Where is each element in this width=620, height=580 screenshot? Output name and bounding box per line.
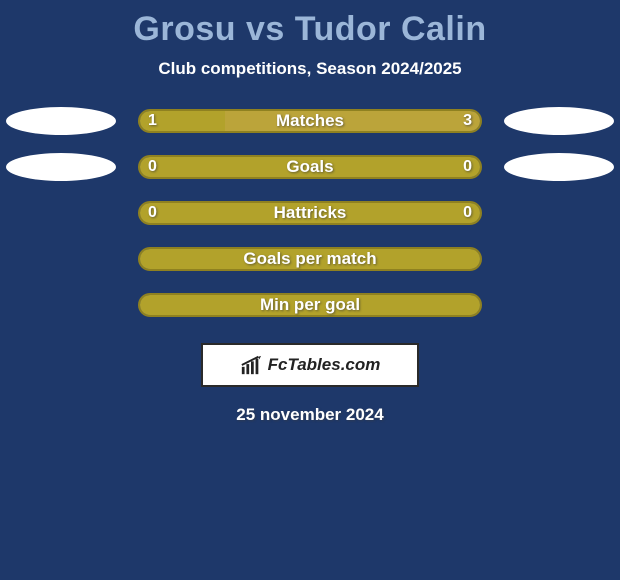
stat-bar-track [138,155,482,179]
stat-row: Min per goal [0,291,620,337]
page-title: Grosu vs Tudor Calin [0,0,620,49]
stat-bar-fill [140,295,480,315]
stat-row: Goals per match [0,245,620,291]
player-oval-right [504,107,614,135]
stat-row: Goals00 [0,153,620,199]
chart-growth-icon [240,354,262,376]
stat-bar-track [138,247,482,271]
watermark-text: FcTables.com [268,355,381,375]
stat-bar-fill-right [225,111,480,131]
stat-bar-fill [140,249,480,269]
player-oval-left [6,107,116,135]
page-subtitle: Club competitions, Season 2024/2025 [0,59,620,79]
stats-bars: Matches13Goals00Hattricks00Goals per mat… [0,107,620,337]
date-text: 25 november 2024 [0,405,620,425]
stat-bar-fill [140,203,480,223]
player-oval-right [504,153,614,181]
stat-row: Matches13 [0,107,620,153]
page: Grosu vs Tudor Calin Club competitions, … [0,0,620,580]
watermark: FcTables.com [201,343,419,387]
stat-row: Hattricks00 [0,199,620,245]
stat-bar-track [138,293,482,317]
player-oval-left [6,153,116,181]
stat-bar-fill [140,157,480,177]
stat-bar-track [138,201,482,225]
stat-bar-track [138,109,482,133]
stat-bar-fill-left [140,111,225,131]
